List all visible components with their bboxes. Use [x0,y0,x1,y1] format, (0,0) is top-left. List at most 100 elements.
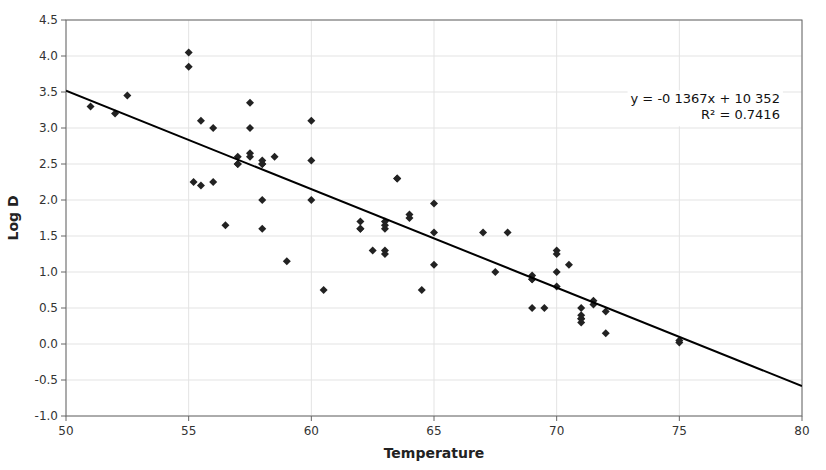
x-grid-line [434,20,435,416]
scatter-point [307,117,315,125]
y-grid-line [66,308,802,309]
y-tick-label: 1.0 [39,265,58,279]
annotation-box [628,90,783,126]
x-tick-label: 50 [58,424,73,438]
x-tick-label: 55 [181,424,196,438]
y-tick [61,164,66,165]
y-tick-label: -0.5 [35,373,58,387]
annotation: y = -0 1367x + 10 352R² = 0.7416 [628,90,783,126]
scatter-point [393,174,401,182]
y-tick-label: 4.5 [39,13,58,27]
y-tick [61,20,66,21]
scatter-point [307,196,315,204]
y-tick [61,56,66,57]
y-tick [61,416,66,417]
x-tick [802,416,803,421]
y-tick [61,200,66,201]
scatter-point [246,124,254,132]
y-grid-line [66,344,802,345]
x-tick-label: 70 [549,424,564,438]
y-grid-line [66,56,802,57]
x-grid-line [556,20,557,416]
x-grid-line [188,20,189,416]
scatter-point [258,156,266,164]
y-tick [61,272,66,273]
y-tick [61,236,66,237]
y-grid-line [66,272,802,273]
scatter-point [258,225,266,233]
y-grid-line [66,128,802,129]
scatter-point [393,174,401,182]
scatter-point [307,156,315,164]
scatter-point [602,329,610,337]
scatter-point [553,250,561,258]
y-tick-label: 2.0 [39,193,58,207]
scatter-point [405,210,413,218]
scatter-point [209,124,217,132]
scatter-point [418,286,426,294]
scatter-point [320,286,328,294]
scatter-point [553,268,561,276]
annotation-text: y = -0 1367x + 10 352 [631,91,780,106]
scatter-point [528,304,536,312]
y-tick-label: 4.0 [39,49,58,63]
scatter-point [185,63,193,71]
trend-line [66,91,802,386]
x-tick [311,416,312,421]
scatter-point [185,48,193,56]
y-tick-label: 3.5 [39,85,58,99]
y-tick [61,128,66,129]
scatter-point [221,221,229,229]
y-tick [61,344,66,345]
scatter-point [381,246,389,254]
scatter-point [430,261,438,269]
x-tick [188,416,189,421]
x-tick-label: 60 [304,424,319,438]
x-tick [434,416,435,421]
scatter-point [565,261,573,269]
y-tick [61,380,66,381]
scatter-point [356,218,364,226]
x-tick-label: 75 [672,424,687,438]
y-axis-label: Log D [5,195,21,240]
scatter-point [209,178,217,186]
data [66,48,802,386]
scatter-point [491,268,499,276]
scatter-point [540,304,548,312]
y-tick [61,308,66,309]
x-grid-line [311,20,312,416]
scatter-point [577,304,585,312]
scatter-point [356,225,364,233]
y-tick-label: 1.5 [39,229,58,243]
scatter-point [283,257,291,265]
scatter-point [190,178,198,186]
scatter-point [258,196,266,204]
x-tick-label: 65 [426,424,441,438]
annotation-text: R² = 0.7416 [701,107,780,122]
scatter-point [430,228,438,236]
plot-frame [66,20,802,416]
scatter-point [197,182,205,190]
scatter-point [356,225,364,233]
grid [66,20,802,416]
y-tick-label: 0.5 [39,301,58,315]
x-tick [66,416,67,421]
y-grid-line [66,164,802,165]
x-tick [556,416,557,421]
scatter-point [504,228,512,236]
plot-background [66,20,802,416]
scatter-point [577,311,585,319]
scatter-point [246,153,254,161]
y-tick-label: 2.5 [39,157,58,171]
scatter-point [479,228,487,236]
scatter-point [271,153,279,161]
scatter-point [197,117,205,125]
y-tick-label: 0.0 [39,337,58,351]
scatter-point [246,99,254,107]
y-grid-line [66,380,802,381]
x-tick [679,416,680,421]
scatter-point [369,246,377,254]
scatter-point [123,92,131,100]
scatter-point [430,200,438,208]
x-grid-line [679,20,680,416]
